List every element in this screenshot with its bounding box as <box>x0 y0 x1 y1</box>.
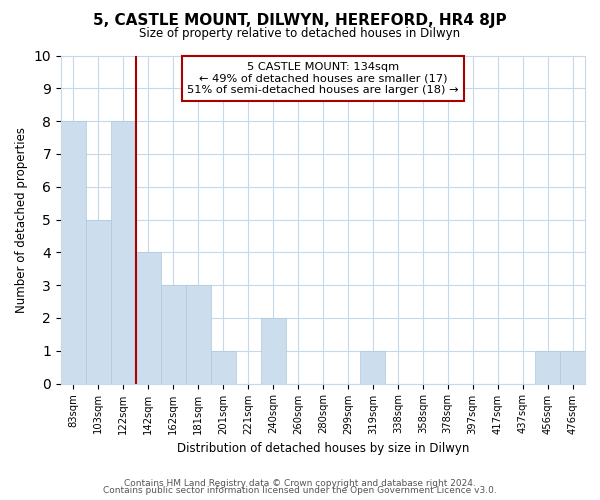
Y-axis label: Number of detached properties: Number of detached properties <box>15 126 28 312</box>
Bar <box>61 121 86 384</box>
Bar <box>111 121 136 384</box>
Text: Contains HM Land Registry data © Crown copyright and database right 2024.: Contains HM Land Registry data © Crown c… <box>124 478 476 488</box>
Bar <box>535 351 560 384</box>
Bar <box>86 220 111 384</box>
Bar <box>361 351 385 384</box>
Bar <box>185 285 211 384</box>
X-axis label: Distribution of detached houses by size in Dilwyn: Distribution of detached houses by size … <box>177 442 469 455</box>
Bar <box>560 351 585 384</box>
Text: 5, CASTLE MOUNT, DILWYN, HEREFORD, HR4 8JP: 5, CASTLE MOUNT, DILWYN, HEREFORD, HR4 8… <box>93 12 507 28</box>
Bar <box>136 252 161 384</box>
Text: 5 CASTLE MOUNT: 134sqm
← 49% of detached houses are smaller (17)
51% of semi-det: 5 CASTLE MOUNT: 134sqm ← 49% of detached… <box>187 62 459 96</box>
Bar <box>161 285 185 384</box>
Bar <box>211 351 236 384</box>
Bar <box>260 318 286 384</box>
Text: Contains public sector information licensed under the Open Government Licence v3: Contains public sector information licen… <box>103 486 497 495</box>
Text: Size of property relative to detached houses in Dilwyn: Size of property relative to detached ho… <box>139 28 461 40</box>
